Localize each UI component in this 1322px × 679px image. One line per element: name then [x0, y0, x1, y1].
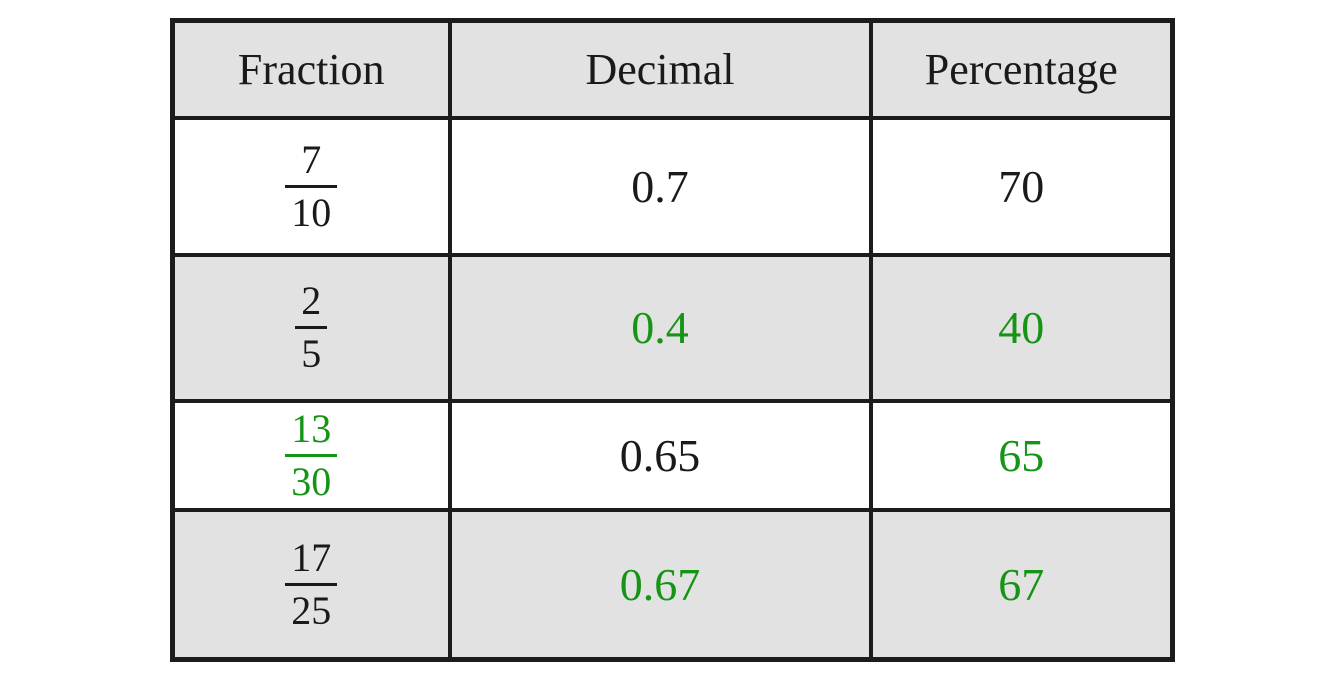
decimal-cell: 0.65 — [447, 398, 873, 512]
fraction-bar — [285, 582, 338, 586]
fraction-value: 17 25 — [285, 534, 338, 633]
fraction-numerator: 17 — [291, 534, 332, 580]
fraction-denominator: 10 — [291, 189, 332, 235]
table-row: 2 5 0.4 40 — [170, 252, 1175, 403]
fraction-denominator: 25 — [291, 587, 332, 633]
percentage-cell: 65 — [868, 398, 1175, 512]
percentage-cell: 70 — [868, 115, 1175, 257]
fraction-numerator: 13 — [291, 405, 332, 451]
fraction-cell: 13 30 — [170, 398, 452, 512]
percentage-cell: 67 — [868, 507, 1175, 662]
fraction-numerator: 7 — [301, 136, 322, 182]
table-row: 7 10 0.7 70 — [170, 115, 1175, 257]
decimal-cell: 0.67 — [447, 507, 873, 662]
fraction-value: 13 30 — [285, 405, 338, 504]
table-header-row: Fraction Decimal Percentage — [170, 18, 1175, 120]
fraction-value: 2 5 — [295, 278, 328, 376]
header-percentage: Percentage — [868, 18, 1175, 120]
fraction-bar — [295, 326, 328, 329]
header-decimal: Decimal — [447, 18, 873, 120]
percentage-cell: 40 — [868, 252, 1175, 403]
table-row: 13 30 0.65 65 — [170, 398, 1175, 512]
fraction-bar — [285, 453, 338, 457]
fraction-cell: 7 10 — [170, 115, 452, 257]
fraction-cell: 17 25 — [170, 507, 452, 662]
decimal-cell: 0.4 — [447, 252, 873, 403]
fraction-bar — [285, 184, 338, 188]
decimal-cell: 0.7 — [447, 115, 873, 257]
fraction-value: 7 10 — [285, 136, 338, 235]
fraction-denominator: 5 — [301, 331, 322, 376]
fraction-decimal-percentage-table: Fraction Decimal Percentage 7 10 0.7 70 … — [170, 18, 1175, 662]
fraction-denominator: 30 — [291, 458, 332, 504]
fraction-numerator: 2 — [301, 278, 322, 323]
fraction-cell: 2 5 — [170, 252, 452, 403]
header-fraction: Fraction — [170, 18, 452, 120]
table-row: 17 25 0.67 67 — [170, 507, 1175, 662]
